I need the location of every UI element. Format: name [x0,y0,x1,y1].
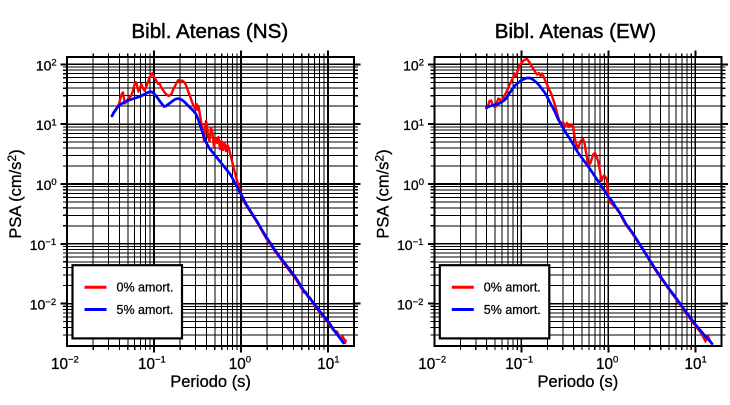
svg-text:0: 0 [419,177,424,188]
svg-text:5% amort.: 5% amort. [484,303,541,317]
svg-text:2: 2 [51,58,56,69]
svg-text:PSA (cm/s2): PSA (cm/s2) [5,149,25,238]
svg-text:5% amort.: 5% amort. [117,303,174,317]
svg-text:10: 10 [30,237,46,253]
svg-text:Bibl. Atenas (NS): Bibl. Atenas (NS) [131,20,288,43]
svg-text:−1: −1 [413,237,424,248]
svg-text:Periodo (s): Periodo (s) [170,373,251,391]
svg-text:−2: −2 [413,297,424,308]
svg-text:10: 10 [685,356,702,373]
svg-text:10: 10 [397,237,413,253]
svg-text:10: 10 [36,177,52,193]
svg-text:10: 10 [36,117,52,133]
svg-text:2: 2 [419,58,424,69]
svg-text:−2: −2 [45,297,56,308]
svg-text:0: 0 [51,177,56,188]
svg-text:10: 10 [51,356,68,373]
svg-text:10: 10 [403,117,419,133]
svg-text:Periodo (s): Periodo (s) [538,373,619,391]
svg-text:10: 10 [596,356,613,373]
svg-text:1: 1 [51,117,56,128]
svg-text:0: 0 [613,355,618,366]
svg-text:10: 10 [403,177,419,193]
svg-text:−1: −1 [522,355,533,366]
svg-text:1: 1 [419,117,424,128]
svg-text:10: 10 [30,297,46,313]
svg-text:0% amort.: 0% amort. [484,281,541,295]
svg-text:Bibl. Atenas (EW): Bibl. Atenas (EW) [495,20,656,43]
svg-text:−1: −1 [155,355,166,366]
svg-text:1: 1 [334,355,339,366]
svg-text:10: 10 [397,297,413,313]
svg-text:PSA (cm/s2): PSA (cm/s2) [372,149,392,238]
svg-text:0% amort.: 0% amort. [117,281,174,295]
svg-text:10: 10 [505,356,522,373]
svg-text:10: 10 [403,57,419,73]
svg-text:1: 1 [702,355,707,366]
svg-text:10: 10 [36,57,52,73]
svg-text:10: 10 [138,356,155,373]
svg-text:10: 10 [418,356,435,373]
svg-text:−2: −2 [68,355,79,366]
svg-text:0: 0 [246,355,251,366]
svg-text:−1: −1 [45,237,56,248]
svg-text:10: 10 [317,356,334,373]
svg-text:10: 10 [229,356,246,373]
svg-text:−2: −2 [435,355,446,366]
